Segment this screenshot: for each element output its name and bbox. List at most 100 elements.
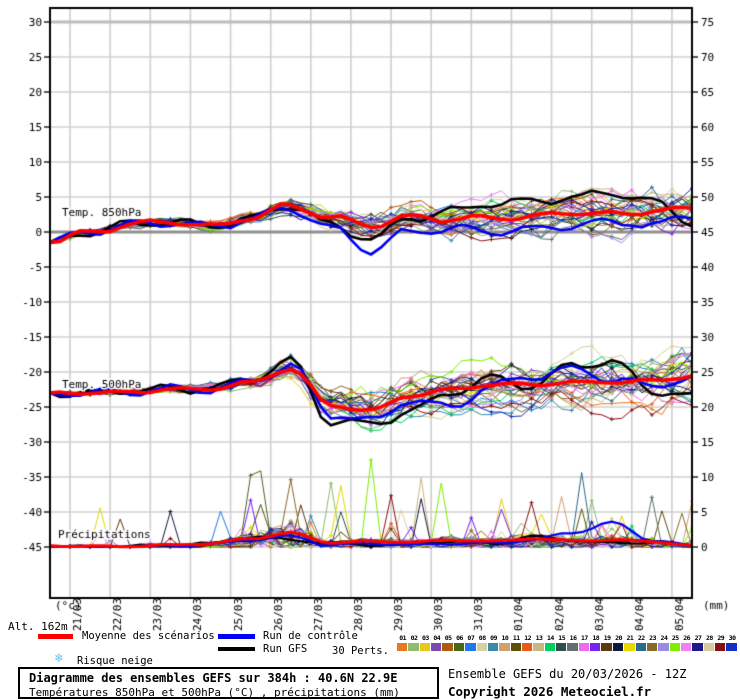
- pert-number: 13: [535, 634, 543, 642]
- perts-count-label: 30 Perts.: [332, 645, 389, 657]
- pert-color-swatch: [453, 643, 465, 651]
- pert-cell: 04: [431, 634, 442, 651]
- pert-number: 17: [581, 634, 588, 642]
- pert-cell: 10: [499, 634, 510, 651]
- pert-number: 25: [671, 634, 679, 642]
- pert-number: 28: [705, 634, 713, 642]
- snowflake-icon: ❄: [55, 651, 63, 666]
- pert-number: 20: [615, 634, 622, 642]
- pert-number: 18: [592, 634, 600, 642]
- pert-color-swatch: [578, 643, 590, 651]
- pert-number: 26: [683, 634, 691, 642]
- pert-cell: 30: [726, 634, 737, 651]
- pert-cell: 05: [442, 634, 453, 651]
- pert-color-swatch: [431, 643, 442, 651]
- pert-cell: 15: [556, 634, 567, 651]
- pert-number: 22: [637, 634, 645, 642]
- mean-line-label: Moyenne des scénarios: [82, 630, 215, 642]
- pert-cell: 26: [680, 634, 692, 651]
- pert-number: 09: [490, 634, 497, 642]
- pert-cell: 12: [521, 634, 533, 651]
- snow-risk-label: Risque neige: [77, 655, 153, 667]
- pert-number: 04: [433, 634, 441, 642]
- pert-number: 15: [558, 634, 566, 642]
- pert-color-swatch: [397, 643, 408, 651]
- pert-color-swatch: [703, 643, 715, 651]
- pert-number: 05: [444, 634, 452, 642]
- diagram-title: Diagramme des ensembles GEFS sur 384h : …: [29, 671, 398, 685]
- pert-color-swatch: [658, 643, 669, 651]
- pert-cell: 07: [465, 634, 476, 651]
- pert-color-swatch: [544, 643, 556, 651]
- pert-cell: 11: [510, 634, 522, 651]
- pert-color-swatch: [521, 643, 533, 651]
- pert-color-swatch: [624, 643, 635, 651]
- run-info: Ensemble GEFS du 20/03/2026 - 12Z: [448, 667, 687, 681]
- pert-cell: 28: [703, 634, 715, 651]
- pert-cell: 17: [578, 634, 590, 651]
- pert-color-swatch: [408, 643, 419, 651]
- pert-cell: 02: [408, 634, 419, 651]
- pert-color-swatch: [556, 643, 567, 651]
- pert-cell: 20: [612, 634, 624, 651]
- pert-cell: 06: [453, 634, 465, 651]
- pert-number: 02: [410, 634, 418, 642]
- gfs-line-swatch: [218, 647, 255, 651]
- pert-number: 08: [478, 634, 486, 642]
- copyright: Copyright 2026 Meteociel.fr: [448, 684, 652, 699]
- pert-number: 12: [524, 634, 532, 642]
- pert-cell: 14: [544, 634, 556, 651]
- altitude-label: Alt. 162m: [8, 620, 68, 633]
- pert-color-swatch: [476, 643, 487, 651]
- pert-cell: 27: [692, 634, 703, 651]
- pert-number: 16: [569, 634, 577, 642]
- pert-cell: 29: [715, 634, 726, 651]
- pert-number: 07: [467, 634, 475, 642]
- pert-cell: 13: [533, 634, 544, 651]
- pert-color-swatch: [680, 643, 692, 651]
- pert-color-swatch: [499, 643, 510, 651]
- pert-cell: 18: [590, 634, 601, 651]
- pert-number: 14: [546, 634, 554, 642]
- pert-number: 11: [512, 634, 520, 642]
- pert-cell: 16: [567, 634, 578, 651]
- pert-color-swatch: [726, 643, 737, 651]
- ensemble-chart-canvas: [0, 0, 740, 650]
- pert-number: 06: [456, 634, 463, 642]
- pert-color-swatch: [692, 643, 703, 651]
- pert-cell: 09: [487, 634, 499, 651]
- pert-number: 21: [626, 634, 634, 642]
- pert-color-swatch: [487, 643, 499, 651]
- pert-color-swatch: [567, 643, 578, 651]
- pert-cell: 03: [419, 634, 431, 651]
- pert-cell: 22: [635, 634, 647, 651]
- pert-color-swatch: [533, 643, 544, 651]
- perts-color-strip: 01 02 03 04 05 06 07 08 09 10 11 12 13 14 15 16 17 18 19 20…: [397, 634, 738, 651]
- pert-color-swatch: [465, 643, 476, 651]
- pert-number: 29: [717, 634, 725, 642]
- pert-color-swatch: [601, 643, 612, 651]
- pert-cell: 19: [601, 634, 612, 651]
- diagram-subtitle: Températures 850hPa et 500hPa (°C) , pré…: [29, 686, 400, 699]
- pert-cell: 08: [476, 634, 488, 651]
- pert-number: 23: [649, 634, 656, 642]
- diagram-title-box: Diagramme des ensembles GEFS sur 384h : …: [18, 667, 439, 699]
- mean-line-swatch: [38, 634, 73, 639]
- pert-number: 01: [399, 634, 407, 642]
- pert-number: 30: [728, 634, 736, 642]
- pert-color-swatch: [442, 643, 453, 651]
- pert-color-swatch: [419, 643, 431, 651]
- pert-number: 24: [660, 634, 668, 642]
- pert-number: 27: [694, 634, 702, 642]
- pert-color-swatch: [715, 643, 726, 651]
- pert-color-swatch: [635, 643, 646, 651]
- pert-number: 19: [603, 634, 611, 642]
- pert-cell: 23: [646, 634, 658, 651]
- pert-cell: 24: [658, 634, 669, 651]
- control-line-swatch: [218, 634, 255, 639]
- pert-color-swatch: [510, 643, 521, 651]
- pert-cell: 25: [669, 634, 681, 651]
- pert-number: 10: [501, 634, 509, 642]
- pert-color-swatch: [590, 643, 601, 651]
